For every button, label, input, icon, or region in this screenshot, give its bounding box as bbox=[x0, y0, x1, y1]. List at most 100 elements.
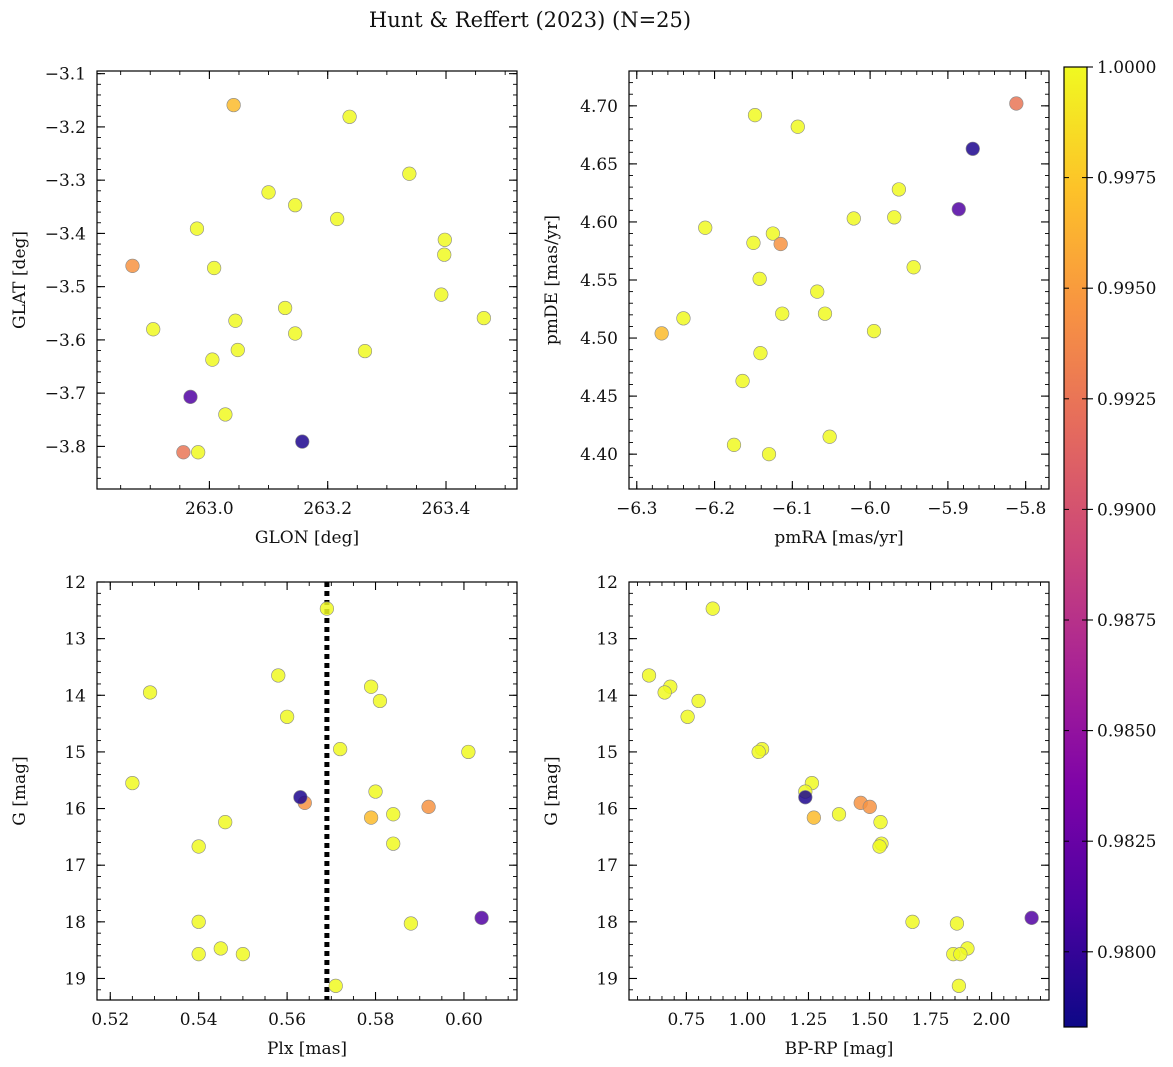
scatter-point bbox=[905, 914, 920, 929]
scatter-point bbox=[476, 310, 491, 326]
y-tick-label: −3.8 bbox=[45, 437, 86, 457]
y-tick-label: −3.2 bbox=[45, 118, 86, 138]
scatter-point bbox=[775, 306, 790, 321]
scatter-point bbox=[280, 709, 295, 724]
plot-frame bbox=[96, 581, 518, 1001]
scatter-point bbox=[235, 947, 250, 962]
scatter-point bbox=[333, 741, 348, 757]
scatter-point bbox=[698, 220, 713, 235]
scatter-point bbox=[891, 182, 906, 197]
x-tick-label: 0.58 bbox=[357, 1010, 395, 1030]
x-axis-label: Plx [mas] bbox=[267, 1039, 347, 1059]
colorbar: 0.9800 0.9825 0.9850 0.9875 0.9900 0.9925 0.99… bbox=[1063, 58, 1156, 1028]
y-axis-label: GLAT [deg] bbox=[10, 231, 30, 329]
y-tick-label: 12 bbox=[596, 573, 618, 593]
scatter-point bbox=[872, 839, 887, 854]
minor-ticks bbox=[97, 71, 517, 490]
scatter-points bbox=[125, 601, 489, 993]
colorbar-tick-label: 0.9800 bbox=[1097, 943, 1156, 963]
scatter-point bbox=[421, 799, 436, 814]
scatter-point bbox=[357, 343, 373, 359]
panels: 263.0 263.2 263.4 −3.8 −3.7 −3.6 −3.5 −3.4 −3.3 −… bbox=[10, 65, 1050, 1059]
x-axis-label: pmRA [mas/yr] bbox=[774, 528, 903, 548]
scatter-point bbox=[705, 601, 720, 616]
scatter-point bbox=[402, 166, 417, 181]
y-tick-label: 17 bbox=[596, 856, 618, 876]
x-tick-label: 0.56 bbox=[268, 1010, 306, 1030]
scatter-point bbox=[866, 323, 882, 339]
scatter-point bbox=[278, 300, 293, 316]
y-tick-label: 4.40 bbox=[580, 445, 618, 465]
scatter-point bbox=[761, 447, 777, 462]
x-tick-label: 0.60 bbox=[445, 1010, 483, 1030]
scatter-point bbox=[191, 445, 206, 460]
scatter-point bbox=[906, 260, 921, 275]
x-tick-label: 0.75 bbox=[667, 1010, 705, 1030]
y-tick-label: 14 bbox=[596, 686, 618, 706]
x-tick-label: 1.00 bbox=[729, 1010, 767, 1030]
scatter-point bbox=[806, 810, 821, 825]
scatter-point bbox=[434, 287, 449, 302]
scatter-point bbox=[205, 352, 220, 367]
scatter-point bbox=[773, 236, 788, 252]
plot-frame bbox=[628, 70, 1050, 490]
x-tick-label: −6.2 bbox=[694, 499, 735, 519]
panel-cmd: 0.75 1.00 1.25 1.50 1.75 2.00 12 13 14 15 16 17 18 19… bbox=[542, 573, 1050, 1059]
y-tick-label: 19 bbox=[596, 969, 618, 989]
scatter-point bbox=[386, 836, 401, 851]
x-tick-label: 0.52 bbox=[91, 1010, 129, 1030]
colorbar-tick-label: 0.9825 bbox=[1097, 832, 1156, 852]
figure-title: Hunt & Reffert (2023) (N=25) bbox=[369, 8, 691, 32]
y-tick-label: 13 bbox=[64, 630, 86, 650]
y-tick-label: 18 bbox=[64, 913, 86, 933]
scatter-point bbox=[295, 434, 310, 449]
y-tick-label: 14 bbox=[64, 686, 86, 706]
scatter-point bbox=[146, 322, 161, 337]
y-tick-label: −3.7 bbox=[45, 384, 86, 404]
scatter-points bbox=[125, 97, 491, 460]
scatter-point bbox=[817, 306, 833, 321]
plot-frame bbox=[628, 581, 1050, 1001]
scatter-point bbox=[368, 784, 383, 799]
y-tick-label: −3.3 bbox=[45, 171, 86, 191]
scatter-point bbox=[328, 978, 343, 993]
x-tick-label: −6.1 bbox=[772, 499, 813, 519]
scatter-point bbox=[641, 668, 657, 683]
x-axis-label: BP-RP [mag] bbox=[785, 1039, 894, 1059]
x-tick-label: 263.2 bbox=[303, 499, 352, 519]
y-tick-label: 16 bbox=[64, 800, 86, 820]
colorbar-tick-label: 1.0000 bbox=[1097, 58, 1156, 78]
scatter-points bbox=[641, 601, 1039, 993]
scatter-point bbox=[191, 914, 206, 929]
scatter-point bbox=[474, 910, 489, 925]
scatter-point bbox=[790, 119, 805, 134]
scatter-point bbox=[887, 210, 902, 225]
colorbar-tick-label: 0.9875 bbox=[1097, 611, 1156, 631]
scatter-point bbox=[949, 916, 965, 931]
scatter-point bbox=[386, 807, 401, 822]
panel-pm: −6.3 −6.2 −6.1 −6.0 −5.9 −5.8 4.40 4.45 4.50 4.55… bbox=[542, 70, 1050, 548]
scatter-point bbox=[330, 211, 345, 227]
scatter-point bbox=[191, 947, 206, 962]
scatter-point bbox=[213, 941, 228, 956]
y-tick-label: 13 bbox=[596, 630, 618, 650]
plot-frame bbox=[96, 70, 518, 490]
scatter-point bbox=[951, 202, 966, 217]
scatter-point bbox=[207, 260, 222, 276]
scatter-point bbox=[691, 693, 706, 709]
y-tick-label: 18 bbox=[596, 913, 618, 933]
colorbar-gradient bbox=[1063, 66, 1088, 1028]
scatter-point bbox=[726, 437, 742, 452]
y-tick-label: 17 bbox=[64, 856, 86, 876]
scatter-point bbox=[657, 685, 672, 700]
colorbar-tick-label: 0.9900 bbox=[1097, 500, 1156, 520]
scatter-point bbox=[288, 198, 303, 213]
x-tick-label: −5.9 bbox=[927, 499, 968, 519]
colorbar-tick-label: 0.9850 bbox=[1097, 722, 1156, 742]
x-tick-label: 1.75 bbox=[912, 1010, 950, 1030]
scatter-point bbox=[676, 311, 691, 326]
x-tick-label: 1.50 bbox=[851, 1010, 889, 1030]
y-tick-label: 15 bbox=[596, 743, 618, 763]
scatter-point bbox=[226, 97, 241, 113]
x-tick-label: −6.3 bbox=[616, 499, 657, 519]
